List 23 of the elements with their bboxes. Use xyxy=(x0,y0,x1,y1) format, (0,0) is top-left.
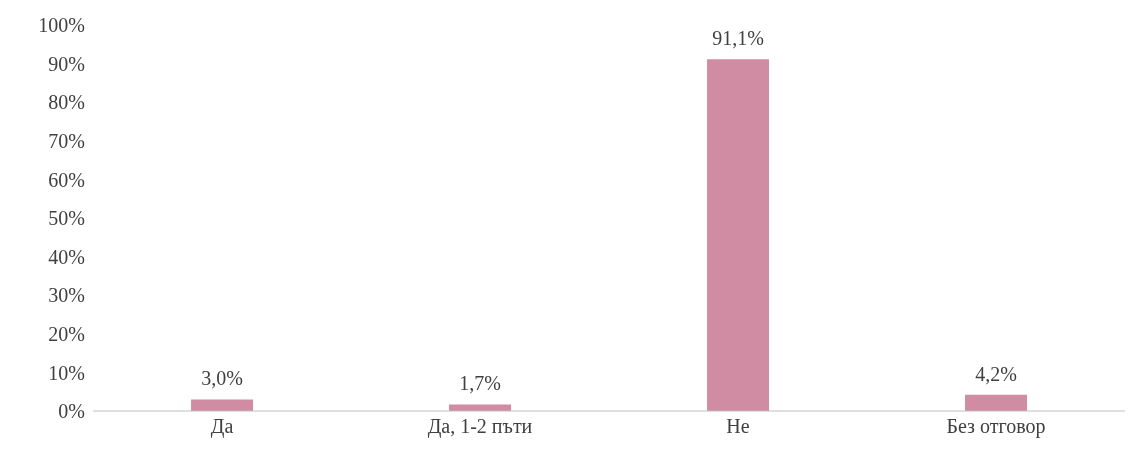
bar xyxy=(191,399,254,411)
data-label: 4,2% xyxy=(975,362,1017,385)
x-tick-label: Да, 1-2 пъти xyxy=(427,415,533,439)
bar xyxy=(449,404,512,411)
data-label: 3,0% xyxy=(201,367,243,390)
bar xyxy=(707,59,770,411)
y-tick-label: 30% xyxy=(48,284,85,307)
y-tick-label: 80% xyxy=(48,91,85,114)
y-tick-label: 100% xyxy=(38,14,85,37)
y-tick-label: 90% xyxy=(48,52,85,75)
x-tick-label: Не xyxy=(726,415,750,438)
x-tick-label: Без отговор xyxy=(946,415,1046,439)
y-tick-label: 70% xyxy=(48,129,85,152)
data-label: 1,7% xyxy=(459,372,501,395)
y-tick-label: 10% xyxy=(48,361,85,384)
y-tick-label: 20% xyxy=(48,322,85,345)
y-tick-label: 60% xyxy=(48,168,85,191)
data-label: 91,1% xyxy=(712,27,764,50)
bar xyxy=(965,394,1028,411)
y-tick-label: 40% xyxy=(48,245,85,268)
y-tick-label: 0% xyxy=(58,400,85,423)
y-tick-label: 50% xyxy=(48,207,85,230)
x-tick-label: Да xyxy=(210,415,234,439)
